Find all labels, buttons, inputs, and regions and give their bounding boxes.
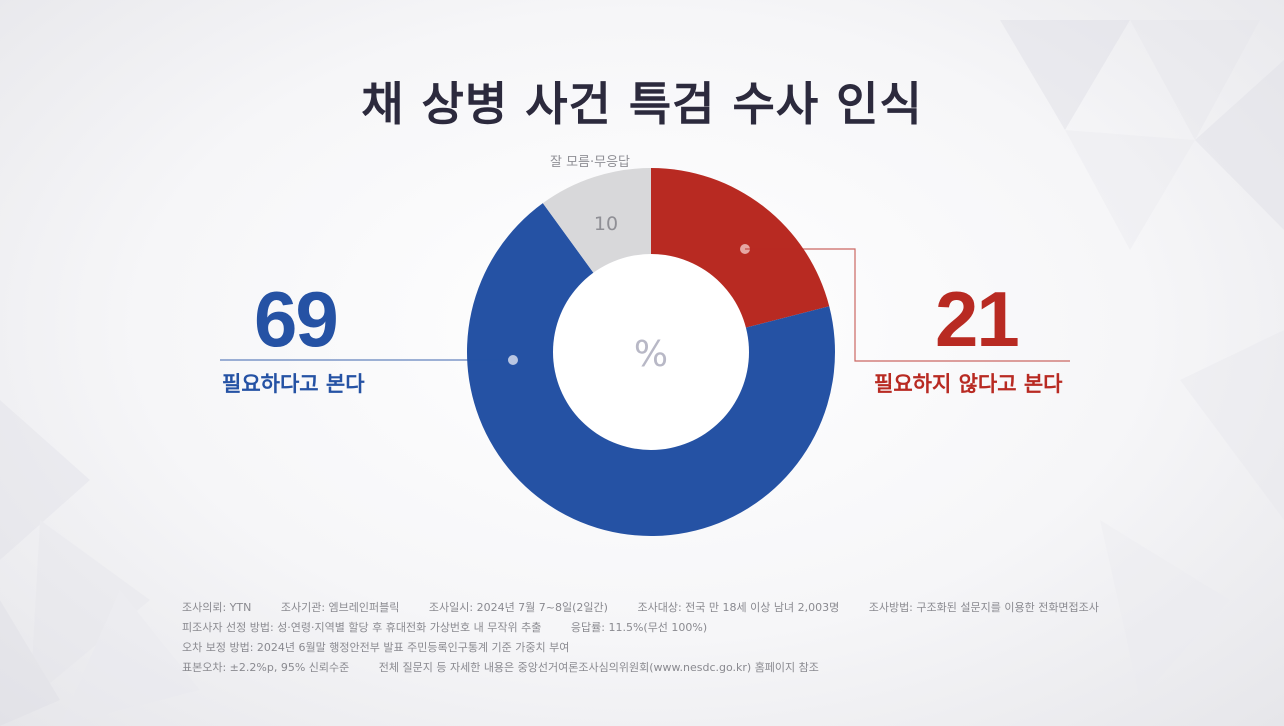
footnote-item: 표본오차: ±2.2%p, 95% 신뢰수준 [182,661,350,674]
footnote-item: 응답률: 11.5%(무선 100%) [570,621,708,634]
gray-slice-label: 잘 모름·무응답 [550,155,630,170]
left-label: 필요하다고 본다 [222,372,365,396]
footnote-item: 조사의뢰: YTN [182,601,252,614]
footnote-item: 피조사자 선정 방법: 성·연령·지역별 할당 후 휴대전화 가상번호 내 무작… [182,621,542,634]
survey-footnote: 조사의뢰: YTN 조사기관: 엠브레인퍼블릭 조사일시: 2024년 7월 7… [182,598,1142,678]
footnote-item: 조사일시: 2024년 7월 7~8일(2일간) [428,601,608,614]
left-big-value: 69 [254,275,339,363]
footnote-item: 조사방법: 구조화된 설문지를 이용한 전화면접조사 [868,601,1099,614]
chart-title: 채 상병 사건 특검 수사 인식 [361,77,923,131]
left-leader-line [220,355,518,365]
footnote-item: 조사대상: 전국 만 18세 이상 남녀 2,003명 [637,601,840,614]
right-label: 필요하지 않다고 본다 [874,372,1063,396]
right-big-value: 21 [935,275,1020,363]
footnote-row-3: 표본오차: ±2.2%p, 95% 신뢰수준 전체 질문지 등 자세한 내용은 … [182,658,1142,678]
footnote-row-1: 조사의뢰: YTN 조사기관: 엠브레인퍼블릭 조사일시: 2024년 7월 7… [182,598,1142,618]
right-leader-line [740,244,1070,362]
footnote-item: 전체 질문지 등 자세한 내용은 중앙선거여론조사심의위원회(www.nesdc… [378,661,819,674]
donut-hole [553,254,749,450]
gray-slice-value: 10 [594,213,618,235]
center-unit-label: % [634,334,668,375]
footnote-item: 오차 보정 방법: 2024년 6월말 행정안전부 발표 주민등록인구통계 기준… [182,641,570,654]
footnote-item: 조사기관: 엠브레인퍼블릭 [280,601,400,614]
footnote-row-2: 피조사자 선정 방법: 성·연령·지역별 할당 후 휴대전화 가상번호 내 무작… [182,618,1142,658]
